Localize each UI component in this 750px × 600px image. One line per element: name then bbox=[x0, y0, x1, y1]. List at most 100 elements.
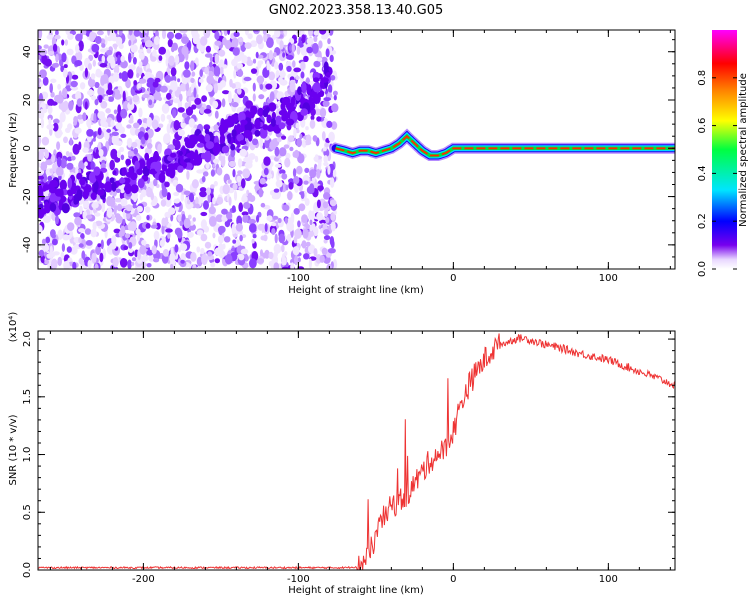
noise-blob bbox=[273, 243, 282, 254]
noise-blob bbox=[56, 156, 62, 168]
noise-blob bbox=[138, 78, 147, 84]
noise-blob bbox=[206, 75, 214, 84]
noise-blob bbox=[252, 93, 256, 102]
noise-blob bbox=[233, 31, 240, 38]
noise-blob bbox=[210, 262, 216, 268]
trend-blob bbox=[167, 163, 176, 169]
noise-blob bbox=[284, 217, 289, 224]
noise-blob bbox=[172, 138, 177, 146]
noise-blob bbox=[212, 197, 216, 205]
noise-blob bbox=[196, 229, 204, 236]
noise-blob bbox=[258, 94, 265, 100]
noise-blob bbox=[231, 205, 236, 213]
noise-blob bbox=[268, 251, 274, 260]
noise-blob bbox=[202, 171, 209, 177]
noise-blob bbox=[241, 178, 246, 189]
noise-blob bbox=[274, 61, 279, 70]
noise-blob bbox=[140, 30, 144, 33]
noise-blob bbox=[184, 102, 189, 109]
noise-blob bbox=[282, 204, 290, 212]
noise-blob bbox=[191, 71, 196, 77]
noise-blob bbox=[82, 210, 88, 220]
noise-blob bbox=[305, 134, 312, 144]
noise-blob bbox=[160, 85, 168, 93]
noise-blob bbox=[139, 193, 143, 201]
noise-blob bbox=[82, 30, 87, 35]
noise-blob bbox=[333, 95, 337, 101]
snr-plot-area bbox=[38, 333, 675, 570]
trend-blob bbox=[205, 141, 215, 150]
noise-blob bbox=[179, 220, 184, 227]
noise-blob bbox=[119, 146, 125, 153]
noise-blob bbox=[298, 203, 306, 212]
trend-blob bbox=[280, 102, 286, 111]
trend-blob bbox=[128, 167, 134, 175]
noise-blob bbox=[57, 256, 62, 266]
noise-blob bbox=[321, 131, 326, 141]
noise-blob bbox=[256, 34, 263, 45]
noise-blob bbox=[307, 231, 315, 237]
noise-blob bbox=[120, 225, 126, 237]
noise-blob bbox=[101, 55, 106, 63]
noise-blob bbox=[169, 252, 176, 263]
noise-blob bbox=[146, 263, 152, 268]
noise-blob bbox=[132, 203, 137, 209]
noise-blob bbox=[94, 81, 100, 89]
noise-blob bbox=[300, 61, 306, 71]
trend-blob bbox=[245, 110, 250, 116]
trend-blob bbox=[184, 137, 190, 143]
snr-y-multiplier: (x10⁴) bbox=[8, 312, 19, 343]
trend-blob bbox=[130, 172, 138, 181]
noise-blob bbox=[158, 46, 166, 55]
noise-blob bbox=[236, 69, 244, 77]
noise-blob bbox=[174, 227, 182, 236]
noise-blob bbox=[158, 55, 163, 61]
noise-blob bbox=[56, 151, 63, 160]
noise-blob bbox=[106, 128, 112, 133]
noise-blob bbox=[141, 136, 146, 145]
noise-blob bbox=[237, 170, 243, 175]
trend-blob bbox=[186, 152, 194, 159]
noise-blob bbox=[84, 67, 88, 78]
noise-blob bbox=[213, 124, 219, 131]
colorbar-tick-label: 0.4 bbox=[697, 165, 708, 181]
colorbar-tick-label: 0.8 bbox=[697, 70, 708, 86]
noise-blob bbox=[99, 252, 104, 263]
noise-blob bbox=[146, 47, 152, 54]
noise-blob bbox=[220, 156, 226, 167]
noise-blob bbox=[115, 188, 121, 193]
noise-blob bbox=[212, 100, 219, 109]
noise-blob bbox=[287, 191, 293, 201]
noise-blob bbox=[49, 83, 53, 94]
noise-blob bbox=[100, 100, 108, 109]
noise-blob bbox=[61, 87, 68, 98]
noise-blob bbox=[173, 120, 180, 131]
noise-blob bbox=[264, 223, 268, 232]
trend-blob bbox=[262, 124, 269, 131]
noise-blob bbox=[285, 184, 289, 191]
noise-blob bbox=[252, 58, 257, 64]
noise-blob bbox=[205, 84, 213, 93]
spectrogram-plot-area bbox=[38, 30, 675, 269]
noise-blob bbox=[75, 33, 83, 42]
trend-blob bbox=[67, 177, 73, 189]
noise-blob bbox=[268, 50, 273, 61]
noise-blob bbox=[112, 257, 119, 268]
signal-core bbox=[335, 134, 675, 157]
y-tick-label: 0.5 bbox=[22, 504, 33, 520]
noise-blob bbox=[95, 220, 103, 226]
noise-blob bbox=[214, 31, 220, 40]
noise-blob bbox=[95, 70, 103, 78]
noise-blob bbox=[132, 192, 138, 203]
noise-blob bbox=[194, 57, 199, 66]
noise-blob bbox=[136, 72, 140, 78]
noise-blob bbox=[291, 43, 295, 54]
spectrogram-y-ticks: -40 -20 0 20 40 bbox=[22, 39, 675, 270]
spectrogram-y-axis-label: Frequency (Hz) bbox=[8, 112, 19, 188]
noise-blob bbox=[67, 33, 74, 40]
noise-blob bbox=[215, 214, 224, 223]
noise-blob bbox=[196, 246, 201, 253]
noise-blob bbox=[200, 233, 208, 242]
noise-blob bbox=[231, 83, 236, 89]
noise-blob bbox=[78, 160, 85, 171]
